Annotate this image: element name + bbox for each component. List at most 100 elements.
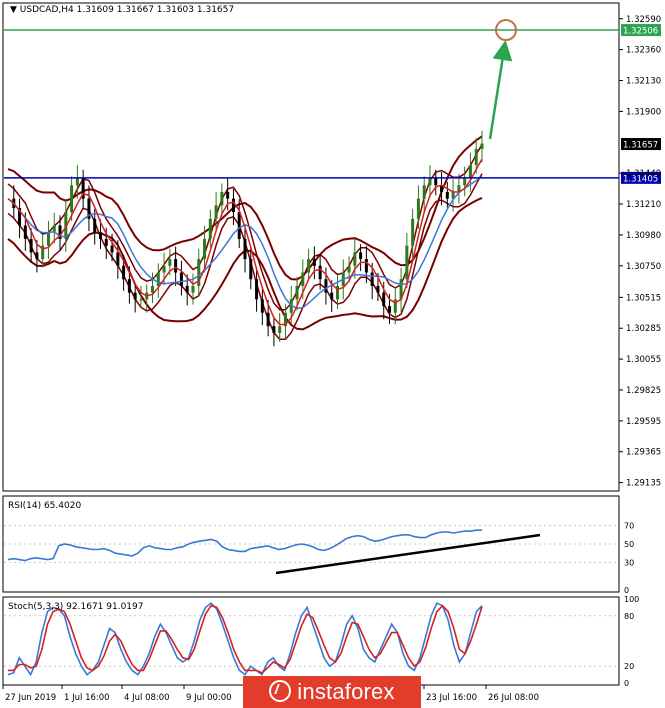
y-tick-label: 1.30750 <box>626 262 661 272</box>
current-price-tag <box>621 138 661 151</box>
candle-body <box>243 238 247 260</box>
candle-body <box>168 259 172 266</box>
target-arrow <box>488 40 513 140</box>
candle-body <box>301 272 305 286</box>
bollinger-inner-upper <box>7 143 483 311</box>
resistance-price-label: 1.32506 <box>623 27 658 37</box>
candle-body <box>151 285 155 293</box>
candle-body <box>399 279 403 300</box>
candle-body <box>174 259 178 273</box>
candle-body <box>127 279 131 293</box>
chart-header-symbol: ▼ USDCAD,H4 1.31609 1.31667 1.31603 1.31… <box>10 5 234 15</box>
candle-body <box>237 212 241 239</box>
candle-body <box>370 272 374 286</box>
support-price-tag <box>621 171 661 184</box>
y-tick-label: 1.31210 <box>626 200 661 210</box>
candle-body <box>428 178 432 186</box>
candle-body <box>29 238 33 253</box>
candle-body <box>41 245 45 260</box>
candle-body <box>87 198 91 219</box>
candle-body <box>179 272 183 286</box>
candle-body <box>231 198 235 213</box>
y-tick-label: 1.30285 <box>626 324 661 334</box>
candle-body <box>318 265 322 280</box>
stoch-main-line <box>7 602 483 677</box>
sub-y-tick-label: 0 <box>624 586 629 595</box>
current-price-label: 1.31657 <box>623 141 658 151</box>
candle-body <box>214 205 218 219</box>
candle-body <box>185 285 189 293</box>
candle-body <box>81 178 85 199</box>
sub-y-tick-label: 50 <box>624 540 634 549</box>
resistance-price-tag <box>621 24 661 37</box>
candle-body <box>347 265 351 273</box>
x-tick-label: 26 Jul 08:00 <box>488 693 539 703</box>
candle-body <box>330 292 334 300</box>
candle-body <box>468 165 472 179</box>
support-price-label: 1.31405 <box>623 174 658 184</box>
candle-body <box>133 292 137 300</box>
main-pane-frame <box>2 2 620 492</box>
candle-body <box>226 191 230 199</box>
moving-average-fast <box>7 158 483 326</box>
y-tick-label: 1.30980 <box>626 231 661 241</box>
candle-body <box>220 191 224 206</box>
sub-y-tick-label: 100 <box>624 595 639 604</box>
candle-body <box>260 299 264 313</box>
candle-body <box>440 185 444 192</box>
stoch-signal-line <box>8 604 483 674</box>
candle-body <box>203 238 207 260</box>
target-circle <box>495 19 517 42</box>
candle-body <box>364 259 368 273</box>
candle-body <box>445 191 449 199</box>
candle-body <box>197 259 201 286</box>
rsi-line <box>7 529 482 562</box>
ohlc-label: 1.31609 1.31667 1.31603 1.31657 <box>77 5 234 15</box>
candle-body <box>353 252 357 266</box>
y-tick-label: 1.29595 <box>626 417 661 427</box>
candle-body <box>312 259 316 266</box>
candle-body <box>393 299 397 313</box>
candle-body <box>272 326 276 333</box>
candle-body <box>324 279 328 293</box>
candle-body <box>23 225 27 239</box>
candle-body <box>266 312 270 327</box>
candle-body <box>307 259 311 273</box>
candle-body <box>388 306 392 313</box>
candle-body <box>335 285 339 300</box>
candle-body <box>104 238 108 246</box>
candle-body <box>70 185 74 213</box>
candle-body <box>416 198 420 219</box>
candle-body <box>434 178 438 186</box>
candle-body <box>208 218 212 239</box>
candle-body <box>139 299 143 301</box>
candle-body <box>98 232 102 239</box>
instaforex-watermark: instaforex <box>243 676 421 708</box>
candle-body <box>295 285 299 300</box>
candle-body <box>249 259 253 280</box>
instaforex-logo-icon <box>269 680 292 702</box>
y-tick-label: 1.30055 <box>626 355 661 365</box>
bollinger-outer-upper <box>7 135 483 281</box>
sub-y-tick-label: 70 <box>624 522 634 531</box>
candle-body <box>93 218 97 233</box>
stoch-header: Stoch(5,3,3) 92.1671 91.0197 <box>8 602 143 612</box>
moving-average-slow <box>7 175 483 310</box>
candle-body <box>411 218 415 246</box>
candle-body <box>405 245 409 280</box>
x-tick-label: 9 Jul 00:00 <box>186 693 232 703</box>
sub-y-tick-label: 0 <box>624 679 629 688</box>
candle-body <box>58 225 62 239</box>
x-tick-label: 27 Jun 2019 <box>5 693 56 703</box>
candle-body <box>422 185 426 199</box>
symbol-label: USDCAD,H4 <box>20 5 74 15</box>
x-tick-label: 1 Jul 16:00 <box>64 693 110 703</box>
x-tick-label: 4 Jul 08:00 <box>124 693 170 703</box>
candle-body <box>283 312 287 327</box>
candle-body <box>463 178 467 186</box>
collapse-triangle-icon: ▼ <box>10 5 20 15</box>
candle-body <box>52 225 56 233</box>
sub-y-tick-label: 20 <box>624 662 634 671</box>
candle-body <box>457 185 461 192</box>
